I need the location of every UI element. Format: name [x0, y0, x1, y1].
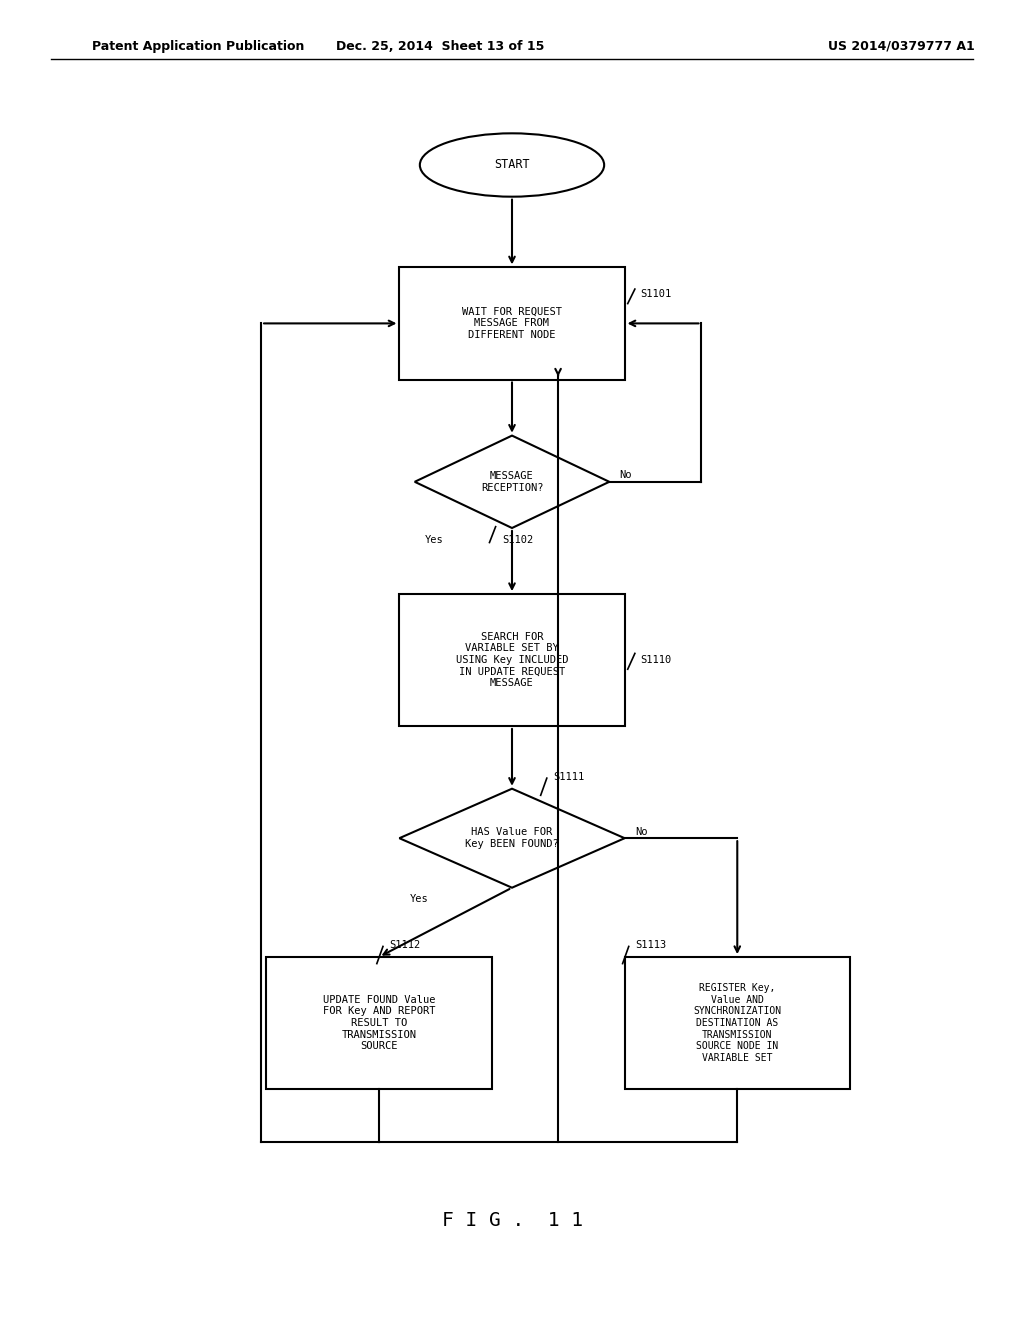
Text: REGISTER Key,
Value AND
SYNCHRONIZATION
DESTINATION AS
TRANSMISSION
SOURCE NODE : REGISTER Key, Value AND SYNCHRONIZATION … — [693, 983, 781, 1063]
Text: F I G .  1 1: F I G . 1 1 — [441, 1212, 583, 1230]
Text: Yes: Yes — [425, 535, 443, 545]
Text: SEARCH FOR
VARIABLE SET BY
USING Key INCLUDED
IN UPDATE REQUEST
MESSAGE: SEARCH FOR VARIABLE SET BY USING Key INC… — [456, 632, 568, 688]
Text: HAS Value FOR
Key BEEN FOUND?: HAS Value FOR Key BEEN FOUND? — [465, 828, 559, 849]
Text: S1101: S1101 — [640, 289, 672, 300]
Text: Yes: Yes — [410, 895, 428, 904]
Text: UPDATE FOUND Value
FOR Key AND REPORT
RESULT TO
TRANSMISSION
SOURCE: UPDATE FOUND Value FOR Key AND REPORT RE… — [323, 995, 435, 1051]
Text: S1113: S1113 — [635, 940, 667, 950]
Text: S1102: S1102 — [502, 535, 534, 545]
Text: Dec. 25, 2014  Sheet 13 of 15: Dec. 25, 2014 Sheet 13 of 15 — [336, 40, 545, 53]
Text: S1110: S1110 — [640, 655, 672, 665]
Text: Patent Application Publication: Patent Application Publication — [92, 40, 304, 53]
Text: No: No — [620, 470, 632, 480]
Text: START: START — [495, 158, 529, 172]
Text: US 2014/0379777 A1: US 2014/0379777 A1 — [827, 40, 975, 53]
Text: WAIT FOR REQUEST
MESSAGE FROM
DIFFERENT NODE: WAIT FOR REQUEST MESSAGE FROM DIFFERENT … — [462, 306, 562, 341]
Text: S1112: S1112 — [389, 940, 421, 950]
Text: S1111: S1111 — [553, 772, 585, 781]
Text: MESSAGE
RECEPTION?: MESSAGE RECEPTION? — [480, 471, 544, 492]
Text: No: No — [635, 826, 647, 837]
